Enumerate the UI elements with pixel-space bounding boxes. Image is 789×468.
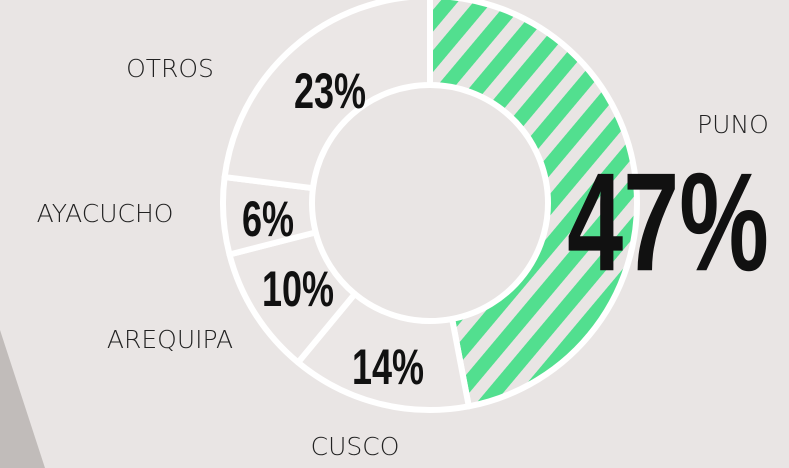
category-label: OTROS [126,54,214,83]
category-label: PUNO [697,110,769,139]
category-label: AREQUIPA [107,325,233,354]
page: PUNO 47% CUSCO 14% AREQUIPA 10% AYACUCHO 6% OTRO… [0,0,789,468]
value-label: 23% [294,64,366,119]
chart: PUNO 47% CUSCO 14% AREQUIPA 10% AYACUCHO 6% OTRO… [0,0,789,468]
value-label: 14% [352,340,424,395]
value-label: 47% [567,144,769,300]
category-label: CUSCO [311,432,400,461]
value-label: 6% [242,192,294,247]
value-label: 10% [262,262,334,317]
category-label: AYACUCHO [37,199,174,228]
